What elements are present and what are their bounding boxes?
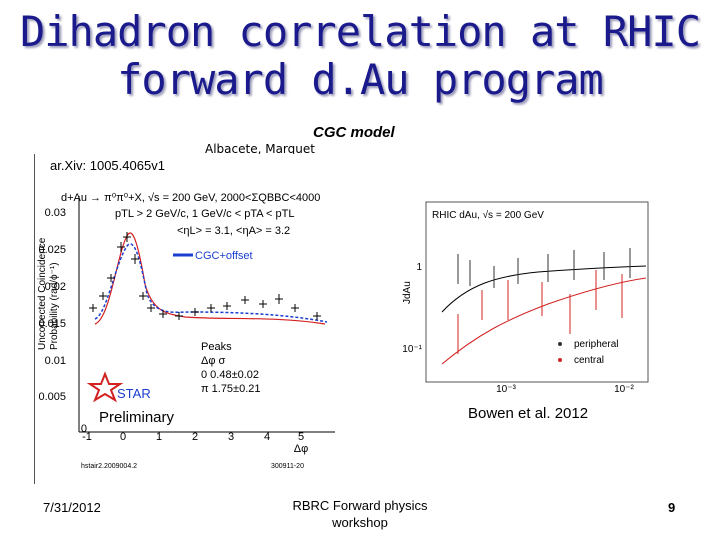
left-xtick: 5 [298, 431, 304, 443]
left-xtick: 3 [228, 431, 234, 443]
left-ylabel-1: Uncorrected Coincidence [37, 237, 48, 350]
right-ylabel: JdAu [402, 281, 413, 304]
left-figure: d+Au → π⁰π⁰+X, √s = 200 GeV, 2000<ΣQBBC<… [34, 154, 347, 484]
left-ytick: 0 [81, 423, 87, 435]
left-cuts1: pTL > 2 GeV/c, 1 GeV/c < pTA < pTL [115, 208, 294, 220]
left-xtick: 4 [264, 431, 270, 443]
left-ytick: 0.02 [45, 281, 66, 293]
star-logo-icon: STAR [86, 371, 151, 403]
cgc-model-label: CGC model [313, 124, 395, 141]
right-footnote: 300911-20 [271, 463, 304, 470]
left-ylabel-2: Probability (rad/ϕ⁻¹) [49, 262, 60, 350]
arxiv-label: ar.Xiv: 1005.4065v1 [50, 158, 165, 173]
right-xtick: 10⁻³ [496, 384, 516, 395]
left-xlabel: Δφ [294, 443, 308, 455]
left-ytick: 0.025 [38, 244, 66, 256]
preliminary-label: Preliminary [99, 409, 175, 426]
central-points [457, 270, 623, 354]
left-ytick: 0.005 [38, 391, 66, 403]
footer-title-line2: workshop [332, 515, 388, 530]
left-ytick: 0.03 [45, 207, 66, 219]
star-data-points [89, 232, 321, 320]
right-ytick: 1 [416, 262, 422, 273]
peaks-title: Peaks [201, 341, 232, 353]
peripheral-curve [441, 265, 647, 313]
left-ytick: 0.015 [38, 318, 66, 330]
footer-title-line1: RBRC Forward physics [292, 498, 428, 513]
right-ytick: 10⁻¹ [402, 344, 422, 355]
footer-title: RBRC Forward physics workshop [270, 497, 450, 531]
bowen-label: Bowen et al. 2012 [468, 405, 589, 422]
red-curve [94, 232, 326, 325]
left-header: d+Au → π⁰π⁰+X, √s = 200 GeV, 2000<ΣQBBC<… [61, 192, 320, 204]
legend-central: central [574, 355, 604, 366]
page-number: 9 [668, 500, 676, 515]
central-legend-marker [558, 358, 562, 362]
cgc-legend-label: CGC+offset [195, 250, 253, 262]
slide-title-line2: forward d.Au program [117, 55, 604, 104]
right-xtick: 10⁻² [614, 384, 634, 395]
right-title: RHIC dAu, √s = 200 GeV [432, 209, 544, 221]
peak-row-1: 0 0.48±0.02 [201, 369, 259, 381]
peripheral-points [457, 248, 631, 288]
left-xtick: -1 [82, 431, 92, 443]
star-label: STAR [117, 386, 151, 401]
peripheral-legend-marker [558, 342, 562, 346]
right-figure: RHIC dAu, √s = 200 GeV JdAu 1 10⁻¹ 10⁻³ … [398, 194, 652, 400]
left-plot-svg: d+Au → π⁰π⁰+X, √s = 200 GeV, 2000<ΣQBBC<… [37, 192, 335, 470]
left-cuts2: <ηL> = 3.1, <ηA> = 3.2 [177, 225, 290, 237]
left-xtick: 0 [120, 431, 126, 443]
left-ytick: 0.01 [45, 355, 66, 367]
central-curve [441, 277, 647, 365]
left-footnote: hstair2.2009004.2 [81, 463, 137, 470]
authors-label: Albacete, Marquet [205, 142, 315, 156]
peaks-header: Δφ σ [201, 355, 226, 367]
right-plot-svg: RHIC dAu, √s = 200 GeV JdAu 1 10⁻¹ 10⁻³ … [402, 201, 649, 395]
left-xtick: 2 [192, 431, 198, 443]
slide-title: Dihadron correlation at RHIC forward d.A… [0, 8, 720, 104]
footer-date: 7/31/2012 [43, 500, 101, 515]
right-frame [425, 201, 649, 383]
peak-row-2: π 1.75±0.21 [201, 383, 261, 395]
left-xtick: 1 [156, 431, 162, 443]
legend-peripheral: peripheral [574, 339, 618, 350]
slide-title-line1: Dihadron correlation at RHIC [19, 7, 701, 56]
